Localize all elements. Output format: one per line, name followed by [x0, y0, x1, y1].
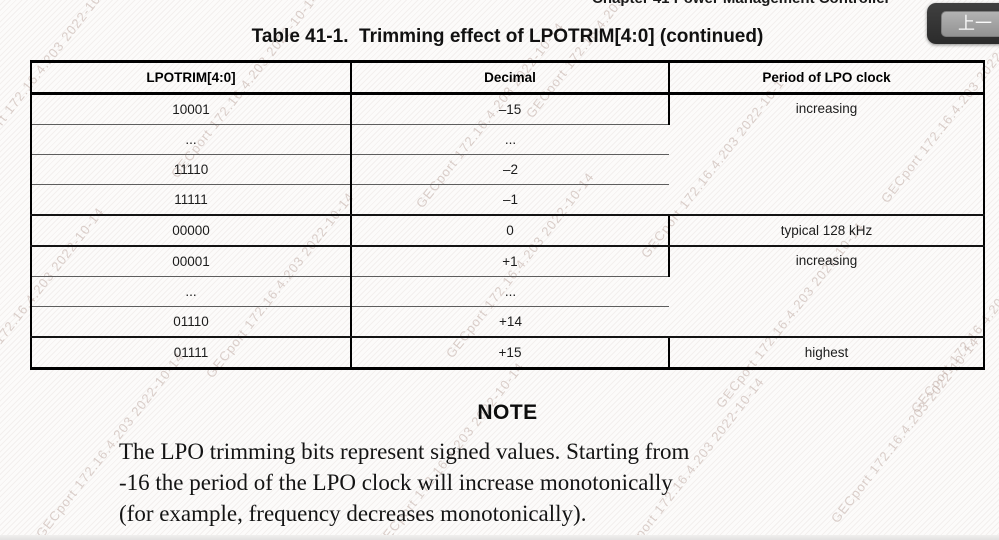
cell-decimal: ...: [351, 276, 669, 307]
lpotrim-table: LPOTRIM[4:0] Decimal Period of LPO clock…: [30, 60, 985, 370]
table-row: 11111 –1: [31, 184, 984, 216]
cell-lpotrim: 11110: [31, 154, 352, 185]
note-paragraph: The LPO trimming bits represent signed v…: [119, 436, 859, 529]
table-row: 01111 +15 highest: [31, 337, 984, 369]
cell-decimal: –15: [351, 93, 670, 125]
cell-period: typical 128 kHz: [669, 215, 984, 247]
cell-period: increasing: [669, 246, 984, 338]
col-header-lpotrim: LPOTRIM[4:0]: [31, 61, 352, 95]
table-row: 00000 0 typical 128 kHz: [31, 215, 984, 247]
cell-decimal: –2: [351, 154, 669, 185]
cell-period: highest: [669, 337, 984, 369]
col-header-period: Period of LPO clock: [669, 61, 984, 95]
chapter-header: Chapter 41 Power Management Controller: [592, 0, 890, 7]
cell-lpotrim: ...: [31, 124, 352, 155]
cell-lpotrim: 01110: [31, 306, 352, 338]
table-caption: Table 41-1. Trimming effect of LPOTRIM[4…: [251, 26, 764, 47]
cell-lpotrim: 10001: [31, 93, 352, 125]
col-header-decimal: Decimal: [351, 61, 670, 95]
note-line: -16 the period of the LPO clock will inc…: [119, 470, 673, 495]
cell-decimal: –1: [351, 184, 669, 216]
note-line: The LPO trimming bits represent signed v…: [119, 439, 690, 464]
page-bottom-edge: [0, 535, 999, 540]
note-line: (for example, frequency decreases monoto…: [119, 501, 587, 526]
note-heading: NOTE: [477, 401, 538, 424]
cell-lpotrim: 11111: [31, 184, 352, 216]
table-row: 10001 –15 increasing: [31, 93, 984, 216]
nav-popup: 上一: [927, 3, 999, 44]
cell-decimal: 0: [351, 215, 670, 247]
table-row: ... ...: [31, 124, 984, 155]
cell-decimal: +15: [351, 337, 670, 369]
cell-decimal: +14: [351, 306, 669, 338]
cell-lpotrim: 00000: [31, 215, 352, 247]
cell-decimal: ...: [351, 124, 669, 155]
table-row: ... ...: [31, 276, 984, 307]
table-header-row: LPOTRIM[4:0] Decimal Period of LPO clock: [31, 61, 984, 95]
cell-lpotrim: 01111: [31, 337, 352, 369]
cell-period: increasing: [669, 93, 984, 216]
table-row: 00001 +1 increasing: [31, 246, 984, 338]
cell-lpotrim: ...: [31, 276, 352, 307]
table-row: 01110 +14: [31, 306, 984, 338]
cell-lpotrim: 00001: [31, 246, 352, 277]
table-row: 11110 –2: [31, 154, 984, 185]
cell-decimal: +1: [351, 246, 670, 277]
prev-page-button[interactable]: 上一: [941, 11, 999, 37]
